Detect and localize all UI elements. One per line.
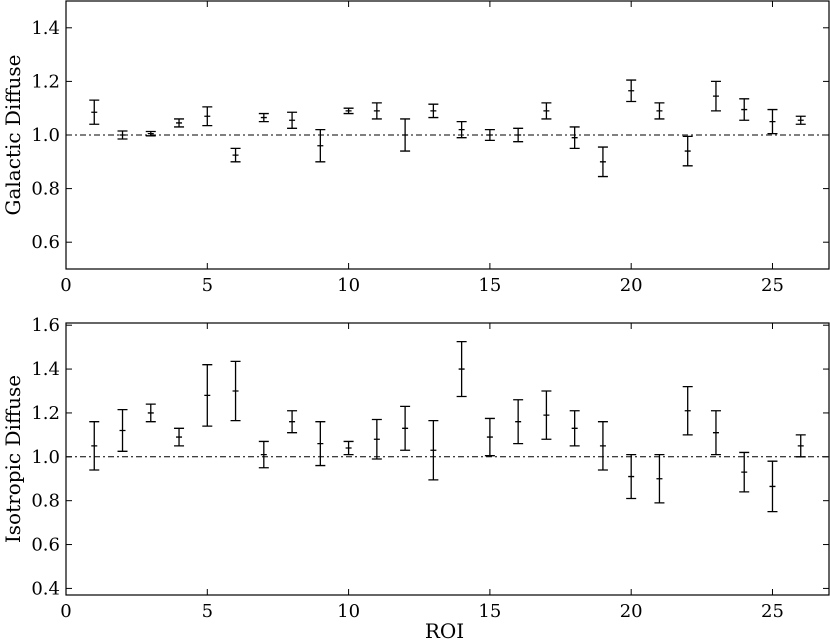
x-tick-label: 5	[202, 275, 213, 296]
error-bar	[400, 405, 411, 451]
error-bar	[89, 99, 100, 125]
error-bar	[597, 146, 608, 178]
y-tick-label: 0.6	[31, 232, 60, 253]
error-bar	[174, 118, 185, 128]
error-bar	[739, 451, 750, 493]
y-tick-label: 0.8	[31, 491, 60, 512]
error-bar	[569, 126, 580, 150]
x-tick-label: 15	[478, 601, 501, 622]
y-tick-label: 1.0	[31, 125, 60, 146]
error-bar	[230, 360, 241, 422]
error-bar	[174, 427, 185, 447]
error-bar	[117, 130, 128, 140]
error-bar	[287, 111, 298, 129]
error-bar	[541, 102, 552, 120]
error-bar	[428, 419, 439, 481]
y-tick-label: 0.4	[31, 578, 60, 599]
plot-frame	[65, 322, 830, 596]
y-tick-label: 0.6	[31, 535, 60, 556]
error-bar	[315, 128, 326, 163]
x-tick-label: 5	[202, 601, 213, 622]
plot-frame	[65, 0, 830, 270]
error-bar	[626, 79, 637, 103]
error-bar	[371, 102, 382, 120]
y-tick-label: 1.2	[31, 71, 60, 92]
error-bar	[315, 421, 326, 467]
error-bar	[258, 112, 269, 123]
error-bar	[202, 364, 213, 427]
error-bar	[513, 399, 524, 445]
error-bar	[513, 127, 524, 143]
x-tick-label: 15	[478, 275, 501, 296]
error-bar	[739, 98, 750, 121]
y-axis-label: Isotropic Diffuse	[1, 375, 25, 543]
x-tick-label: 25	[761, 275, 784, 296]
x-tick-label: 25	[761, 601, 784, 622]
error-bar	[456, 340, 467, 398]
x-axis-label: ROI	[425, 619, 464, 640]
error-bar	[343, 440, 354, 456]
error-bar	[682, 135, 693, 167]
x-tick-label: 0	[60, 275, 71, 296]
error-bar	[654, 453, 665, 504]
error-bar	[795, 115, 806, 125]
y-tick-label: 1.4	[31, 359, 60, 380]
y-tick-label: 1.6	[31, 315, 60, 336]
x-tick-label: 20	[620, 601, 643, 622]
y-tick-label: 0.8	[31, 179, 60, 200]
error-bar	[710, 410, 721, 456]
error-bar	[145, 130, 156, 137]
error-bar	[89, 421, 100, 471]
x-tick-label: 10	[337, 601, 360, 622]
y-tick-label: 1.2	[31, 403, 60, 424]
y-axis-label: Galactic Diffuse	[1, 54, 25, 215]
error-bar	[287, 410, 298, 434]
y-tick-label: 1.4	[31, 18, 60, 39]
x-tick-label: 20	[620, 275, 643, 296]
error-bar	[541, 390, 552, 440]
error-bar	[258, 440, 269, 469]
error-bar	[117, 408, 128, 452]
x-tick-label: 10	[337, 275, 360, 296]
error-bar	[626, 453, 637, 500]
error-bar	[343, 107, 354, 115]
error-bar	[145, 403, 156, 423]
error-bar	[767, 108, 778, 135]
error-bar	[569, 410, 580, 447]
error-bar	[597, 421, 608, 471]
error-bar	[710, 80, 721, 112]
error-bar	[371, 418, 382, 460]
error-bar	[428, 103, 439, 119]
error-bar	[767, 460, 778, 513]
error-bar	[202, 106, 213, 127]
error-bar	[230, 147, 241, 163]
error-bar	[484, 417, 495, 457]
y-tick-label: 1.0	[31, 447, 60, 468]
error-bar	[400, 118, 411, 152]
error-bar	[484, 128, 495, 142]
error-bar	[456, 120, 467, 139]
error-bar	[795, 434, 806, 458]
x-tick-label: 0	[60, 601, 71, 622]
error-bar	[654, 102, 665, 120]
error-bar	[682, 385, 693, 436]
